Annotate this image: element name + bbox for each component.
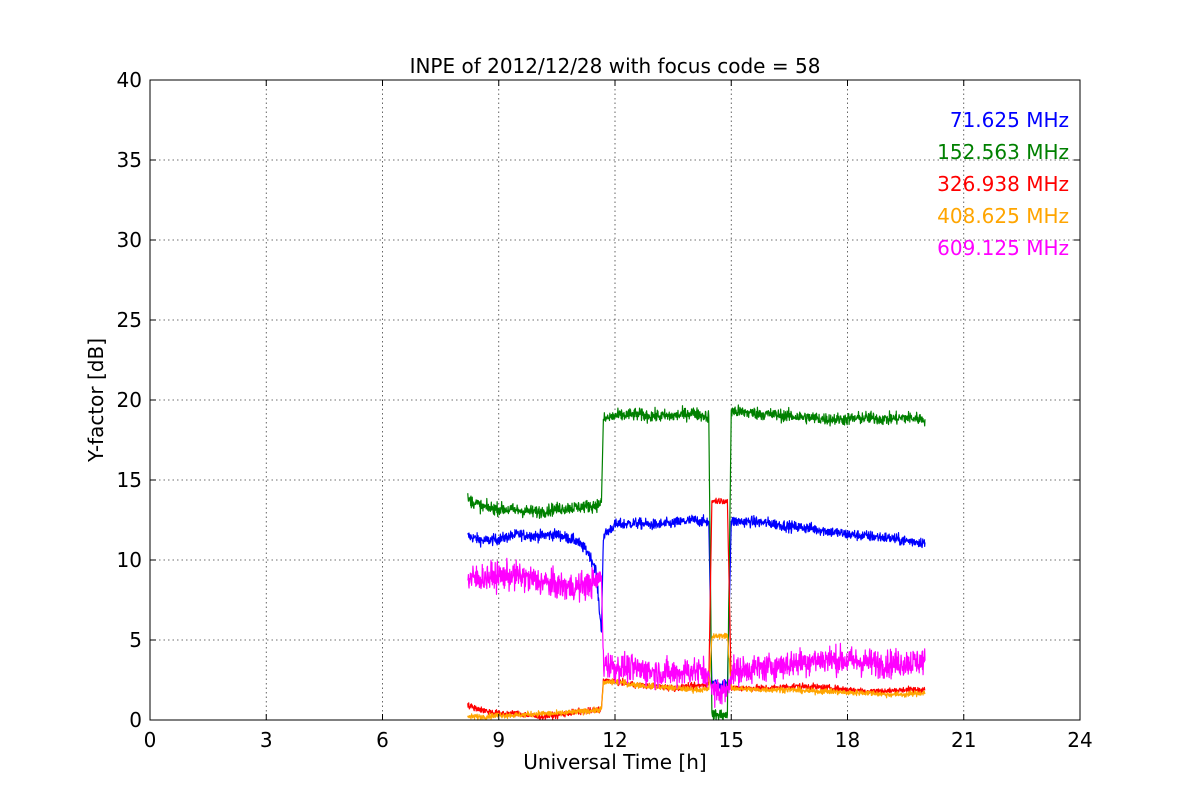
y-tick-label: 35: [117, 148, 142, 172]
x-tick-label: 24: [1067, 728, 1092, 752]
x-tick-label: 21: [951, 728, 976, 752]
y-tick-label: 30: [117, 228, 142, 252]
y-axis-label: Y-factor [dB]: [84, 338, 108, 463]
y-tick-label: 25: [117, 308, 142, 332]
legend: 71.625 MHz 152.563 MHz 326.938 MHz 408.625 …: [937, 108, 1069, 260]
x-tick-label: 0: [144, 728, 157, 752]
chart-title: INPE of 2012/12/28 with focus code = 58: [410, 54, 821, 78]
series-line-0: [467, 514, 926, 692]
y-tick-label: 40: [117, 68, 142, 92]
x-tick-label: 15: [719, 728, 744, 752]
series-line-4: [467, 557, 926, 708]
series-line-1: [467, 404, 926, 721]
x-tick-label: 6: [376, 728, 389, 752]
legend-entry-3: 408.625 MHz: [937, 204, 1069, 228]
grid: [150, 80, 1080, 720]
legend-entry-4: 609.125 MHz: [937, 236, 1069, 260]
series-layer: [467, 404, 926, 721]
x-axis-label: Universal Time [h]: [523, 750, 706, 774]
series-line-3: [467, 632, 926, 721]
tick-labels: 0 3 6 9 12 15 18 21 24 0 5 10 15 20 25 30 35 40: [117, 68, 1093, 752]
ticks: [149, 79, 1081, 721]
x-tick-label: 18: [835, 728, 860, 752]
x-tick-label: 9: [492, 728, 505, 752]
y-tick-label: 15: [117, 468, 142, 492]
x-tick-label: 12: [602, 728, 627, 752]
y-tick-label: 5: [129, 628, 142, 652]
legend-entry-0: 71.625 MHz: [950, 108, 1069, 132]
x-tick-label: 3: [260, 728, 273, 752]
y-tick-label: 20: [117, 388, 142, 412]
y-tick-label: 10: [117, 548, 142, 572]
legend-entry-1: 152.563 MHz: [937, 140, 1069, 164]
legend-entry-2: 326.938 MHz: [937, 172, 1069, 196]
y-tick-label: 0: [129, 708, 142, 732]
